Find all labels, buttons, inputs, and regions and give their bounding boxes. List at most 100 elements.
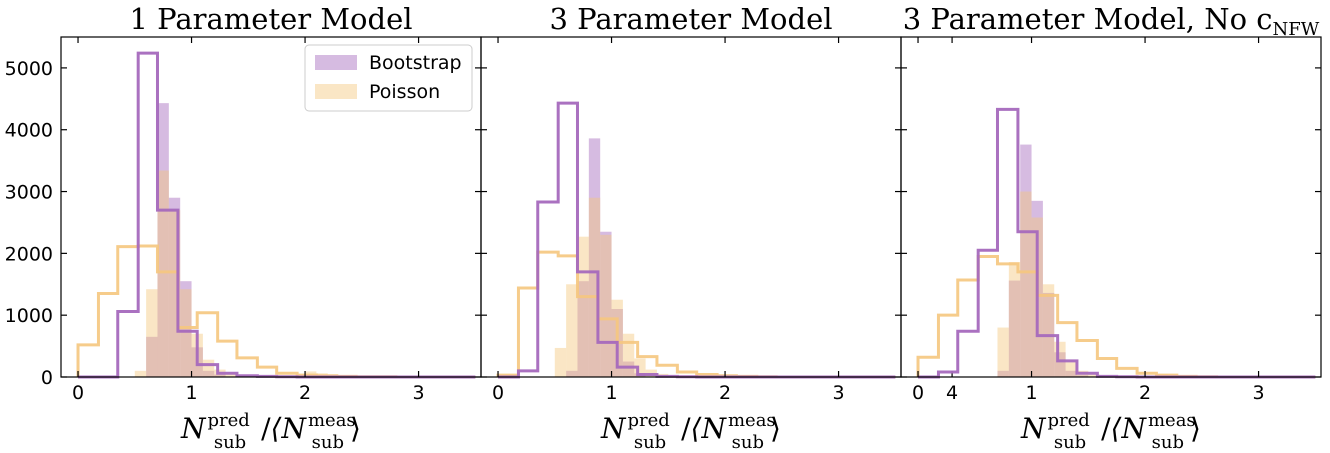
bootstrap-bar: [566, 370, 578, 377]
x-tick-label: 0: [492, 382, 504, 404]
y-tick-label: 0: [41, 367, 53, 389]
bootstrap-bar: [1020, 144, 1032, 377]
bootstrap-bar: [202, 370, 215, 377]
xlabel-denominator: ⟨N: [691, 412, 728, 445]
x-tick-label: 1: [605, 382, 617, 404]
poisson-bar: [1008, 262, 1021, 377]
panel-title-text: 3 Parameter Model: [549, 2, 832, 36]
y-tick-label: 2000: [5, 243, 53, 265]
bootstrap-bar: [1054, 352, 1066, 377]
x-tick-label: 4: [946, 382, 958, 404]
poisson-bar: [577, 236, 589, 377]
xlabel-slash: /: [252, 412, 271, 445]
y-tick-label: 3000: [5, 182, 53, 204]
xlabel-numerator: N: [1020, 412, 1047, 445]
x-tick-label: 2: [1139, 382, 1151, 404]
x-tick-label: 1: [1025, 382, 1037, 404]
axes-frame: [900, 36, 1322, 378]
xlabel-denominator-sub: sub: [732, 432, 764, 453]
bootstrap-bar: [1076, 375, 1089, 377]
poisson-bar: [157, 170, 169, 377]
y-tick-label: 4000: [5, 120, 53, 142]
xlabel-denominator-sub: sub: [312, 432, 344, 453]
axes-frame: [480, 36, 902, 378]
panels-layer: 0 1 2 3 0 1000 2000 3000 4000 5000 1 Parameter Mod…: [5, 2, 1322, 453]
y-tick-label: 5000: [5, 58, 53, 80]
poisson-bar: [600, 234, 612, 377]
xlabel-denominator: ⟨N: [1111, 412, 1148, 445]
panel-1: 0 1 2 3 0 1000 2000 3000 4000 5000 1 Parameter Mod…: [5, 2, 482, 453]
legend-swatch-poisson: [315, 84, 357, 99]
panel-title-text: 1 Parameter Model: [129, 2, 412, 36]
bootstrap-step-line: [918, 107, 1316, 379]
x-tick-label: 3: [833, 382, 845, 404]
bootstrap-bar: [622, 361, 635, 377]
xlabel-numerator-sup: pred: [1048, 410, 1090, 431]
panel-title-text: 3 Parameter Model, No c: [903, 2, 1273, 36]
xlabel-close: ⟩: [350, 412, 361, 445]
x-tick-label: 2: [299, 382, 311, 404]
poisson-bar: [168, 210, 181, 377]
x-tick-label: 1: [185, 382, 197, 404]
xlabel-numerator-sub: sub: [214, 432, 246, 453]
xlabel-numerator-sub: sub: [1054, 432, 1086, 453]
xlabel-slash: /: [1092, 412, 1111, 445]
poisson-bar: [634, 358, 646, 377]
poisson-bar: [225, 373, 237, 377]
xlabel-numerator: N: [600, 412, 627, 445]
bootstrap-step-line: [498, 101, 896, 379]
bootstrap-bar: [600, 231, 612, 377]
legend-label-bootstrap: Bootstrap: [369, 52, 462, 74]
poisson-bar: [1042, 284, 1055, 377]
xlabel-numerator: N: [180, 412, 207, 445]
xlabel-numerator-sub: sub: [634, 432, 666, 453]
poisson-bar: [202, 359, 215, 377]
poisson-bar: [1054, 341, 1066, 377]
xlabel-denominator-sup: meas: [1148, 410, 1196, 431]
poisson-bar: [622, 333, 635, 377]
poisson-bar: [1020, 191, 1032, 377]
bootstrap-bar: [157, 103, 169, 378]
poisson-bar: [554, 347, 567, 377]
bootstrap-bar: [214, 374, 226, 377]
xlabel-denominator-sup: meas: [308, 410, 356, 431]
legend-swatch-bootstrap: [315, 55, 357, 70]
poisson-bar: [588, 197, 601, 377]
x-tick-label: 0: [72, 382, 84, 404]
legend-label-poisson: Poisson: [369, 81, 440, 103]
xlabel-denominator: ⟨N: [271, 412, 308, 445]
bootstrap-bar: [997, 370, 1009, 377]
panel-title: 1 Parameter Model: [129, 2, 412, 36]
x-tick-label: 0: [912, 382, 924, 404]
poisson-bar: [997, 327, 1009, 377]
bootstrap-bar: [168, 197, 181, 377]
poisson-bar: [146, 289, 158, 377]
poisson-bar: [1088, 374, 1100, 377]
legend-frame: [304, 44, 473, 112]
poisson-bar: [566, 284, 578, 377]
panel-title: 3 Parameter Model: [549, 2, 832, 36]
bootstrap-bar: [1065, 370, 1077, 377]
x-tick-label: 3: [1253, 382, 1265, 404]
poisson-bar: [180, 289, 192, 377]
bootstrap-bar: [577, 281, 589, 377]
poisson-bar: [1065, 362, 1077, 377]
poisson-bar: [134, 370, 147, 377]
legend: Bootstrap Poisson: [304, 44, 473, 112]
xlabel-close: ⟩: [1190, 412, 1201, 445]
xlabel-numerator-sup: pred: [208, 410, 250, 431]
bootstrap-bar: [588, 138, 601, 377]
xlabel-denominator-sup: meas: [728, 410, 776, 431]
y-tick-label: 1000: [5, 305, 53, 327]
x-tick-label: 3: [413, 382, 425, 404]
xlabel-numerator-sup: pred: [628, 410, 670, 431]
bootstrap-bar: [180, 281, 192, 377]
xlabel-close: ⟩: [770, 412, 781, 445]
x-tick-label: 2: [719, 382, 731, 404]
